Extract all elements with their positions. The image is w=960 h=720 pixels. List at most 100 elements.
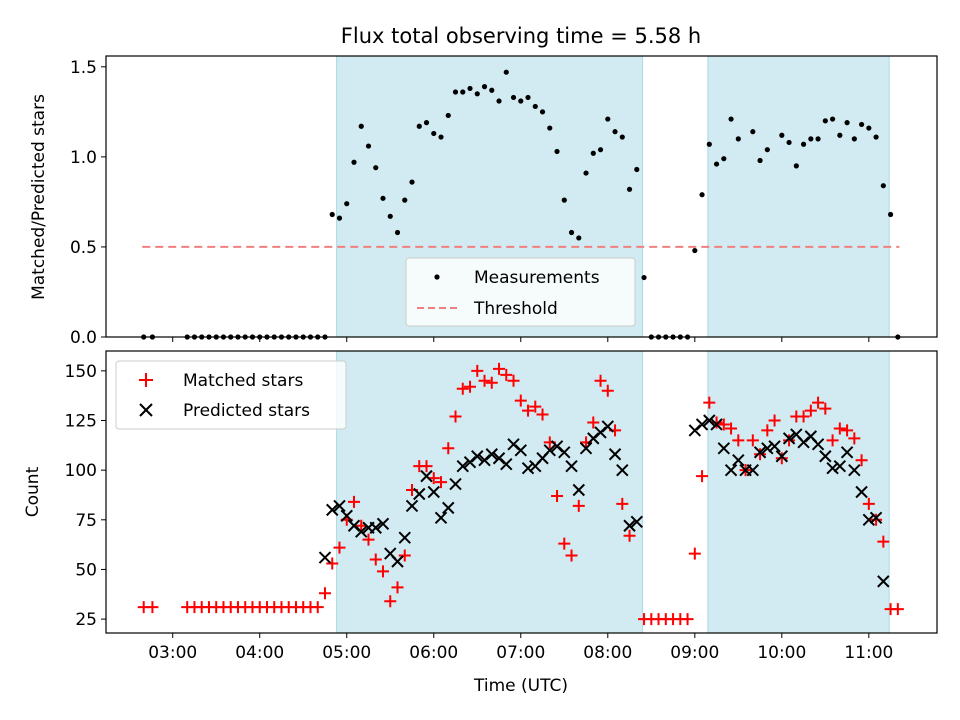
- measurement-point: [496, 98, 502, 104]
- matched-star-point: [449, 410, 462, 423]
- predicted-star-point: [333, 499, 346, 513]
- measurement-point: [344, 201, 350, 207]
- predicted-star-point: [753, 446, 767, 459]
- measurement-point: [793, 163, 799, 169]
- measurement-point: [416, 123, 422, 129]
- measurement-point: [837, 132, 843, 138]
- predicted-star-point: [572, 483, 585, 497]
- observing-interval: [707, 55, 890, 338]
- count-legend: Matched stars Predicted stars: [115, 360, 347, 430]
- predicted-star-point: [811, 438, 825, 451]
- measurement-point: [844, 120, 850, 126]
- matched-star-point: [775, 452, 788, 465]
- matched-star-point: [369, 553, 382, 566]
- ratio-y-label: Matched/Predicted stars: [29, 94, 49, 300]
- matched-star-point: [848, 432, 861, 445]
- predicted-star-point: [877, 575, 890, 588]
- predicted-star-point: [840, 446, 854, 459]
- ratio-plot-frame: [105, 55, 938, 338]
- matched-star-point: [768, 414, 781, 427]
- matched-star-point: [717, 418, 730, 431]
- matched-star-point: [362, 533, 375, 546]
- x-axis-label: Time (UTC): [473, 676, 568, 696]
- measurement-point: [641, 274, 647, 281]
- matched-star-point: [507, 374, 520, 387]
- measurement-point: [590, 150, 596, 156]
- predicted-star-point: [558, 446, 571, 459]
- y-tick-label: 100: [65, 461, 97, 481]
- measurement-point: [539, 109, 546, 115]
- measurement-point: [547, 125, 553, 131]
- predicted-star-points: [318, 414, 890, 588]
- measurement-point: [568, 229, 575, 236]
- matched-star-point: [398, 549, 411, 562]
- predicted-star-point: [833, 459, 847, 473]
- measurement-point: [576, 235, 582, 241]
- measurement-point: [445, 112, 451, 119]
- predicted-star-point: [848, 463, 861, 477]
- measurement-point: [402, 197, 408, 203]
- measurement-point: [713, 161, 720, 167]
- measurement-point: [887, 211, 894, 218]
- matched-star-point: [594, 374, 607, 387]
- x-tick-label: 03:00: [148, 643, 197, 663]
- predicted-star-point: [471, 450, 484, 463]
- measurement-point: [525, 94, 531, 101]
- measurement-point: [358, 123, 364, 129]
- matched-star-point: [326, 557, 339, 570]
- measurements-legend-marker: [434, 274, 440, 280]
- y-tick-label: 1.0: [70, 148, 97, 168]
- measurement-point: [394, 229, 401, 236]
- measurement-point: [808, 136, 814, 142]
- measurement-point: [474, 91, 480, 97]
- x-tick-label: 08:00: [583, 643, 632, 663]
- matched-star-point: [493, 362, 506, 375]
- measurement-point: [583, 170, 589, 176]
- matched-star-point: [522, 404, 535, 417]
- matched-star-point: [761, 424, 774, 437]
- count-panel: 25 50 75 100 125 150 Count Time (UTC) 03:00 04…: [23, 337, 938, 696]
- measurement-point: [518, 98, 524, 104]
- measurement-point: [373, 165, 379, 171]
- predicted-star-point: [710, 418, 723, 431]
- predicted-star-point: [500, 457, 513, 471]
- predicted-star-point: [543, 444, 556, 457]
- x-tick-label: 06:00: [409, 643, 458, 663]
- x-tick-label: 04:00: [235, 643, 284, 663]
- measurement-point: [619, 134, 625, 140]
- measurements-legend-label: Measurements: [474, 268, 600, 288]
- y-tick-label: 50: [75, 560, 97, 580]
- matched-star-point: [616, 497, 629, 510]
- matched-star-point: [435, 476, 448, 489]
- predicted-star-point: [608, 448, 622, 461]
- matched-star-point: [377, 565, 389, 578]
- count-axis-ticks: 25 50 75 100 125 150: [65, 362, 106, 630]
- matched-star-point: [725, 422, 738, 435]
- measurement-point: [815, 136, 821, 142]
- matched-star-point: [500, 368, 513, 381]
- ratio-axis-ticks: 0.0 0.5 1.0 1.5: [70, 58, 106, 348]
- matched-star-point: [558, 537, 571, 550]
- matched-star-point: [442, 442, 455, 455]
- matched-legend-label: Matched stars: [183, 371, 303, 391]
- predicted-star-point: [616, 463, 629, 477]
- matched-star-point: [797, 410, 810, 423]
- predicted-star-point: [565, 459, 578, 473]
- predicted-star-point: [768, 440, 781, 453]
- count-y-label: Count: [23, 466, 43, 517]
- measurement-point: [503, 69, 509, 75]
- measurement-point: [423, 120, 430, 126]
- predicted-star-point: [449, 477, 462, 491]
- predicted-star-point: [717, 442, 731, 455]
- matched-star-point: [819, 402, 832, 415]
- matched-star-point: [347, 495, 360, 508]
- threshold-legend-label: Threshold: [473, 299, 558, 319]
- measurement-point: [735, 136, 741, 142]
- predicted-star-point: [579, 442, 593, 455]
- predicted-star-point: [391, 555, 404, 568]
- measurement-point: [460, 89, 466, 95]
- ratio-legend-box: [405, 257, 636, 327]
- measurement-point: [626, 186, 633, 192]
- measurement-point: [597, 147, 604, 153]
